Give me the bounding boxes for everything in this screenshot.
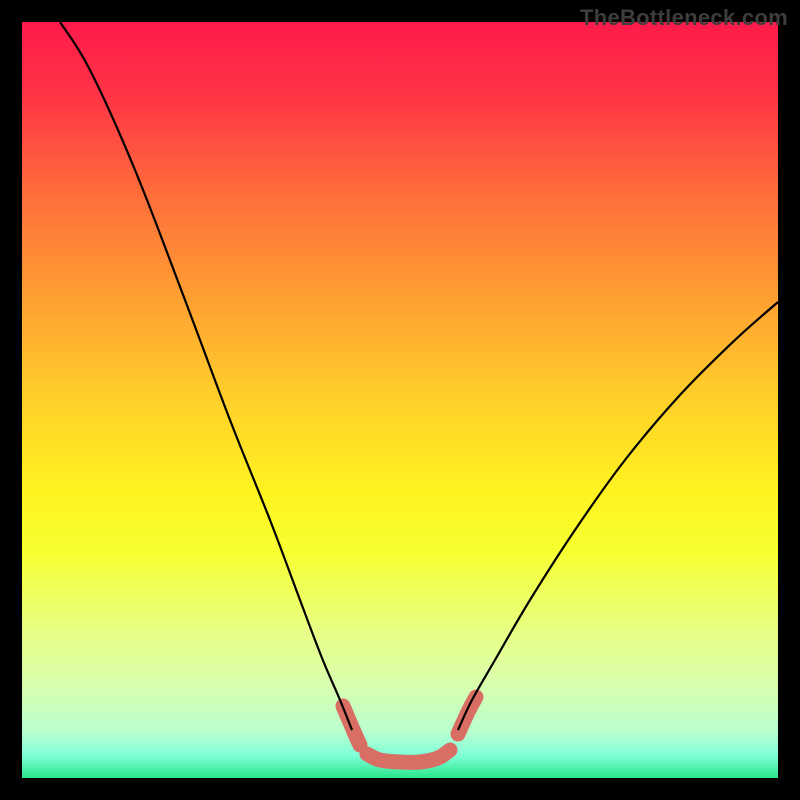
chart-overlay xyxy=(22,22,778,778)
marker-band xyxy=(343,697,476,762)
marker-segment xyxy=(367,750,450,762)
curve-right-branch xyxy=(458,302,778,730)
watermark-text: TheBottleneck.com xyxy=(580,5,788,31)
plot-area xyxy=(22,22,778,778)
marker-segment xyxy=(458,697,476,734)
curve-left-branch xyxy=(60,22,352,730)
